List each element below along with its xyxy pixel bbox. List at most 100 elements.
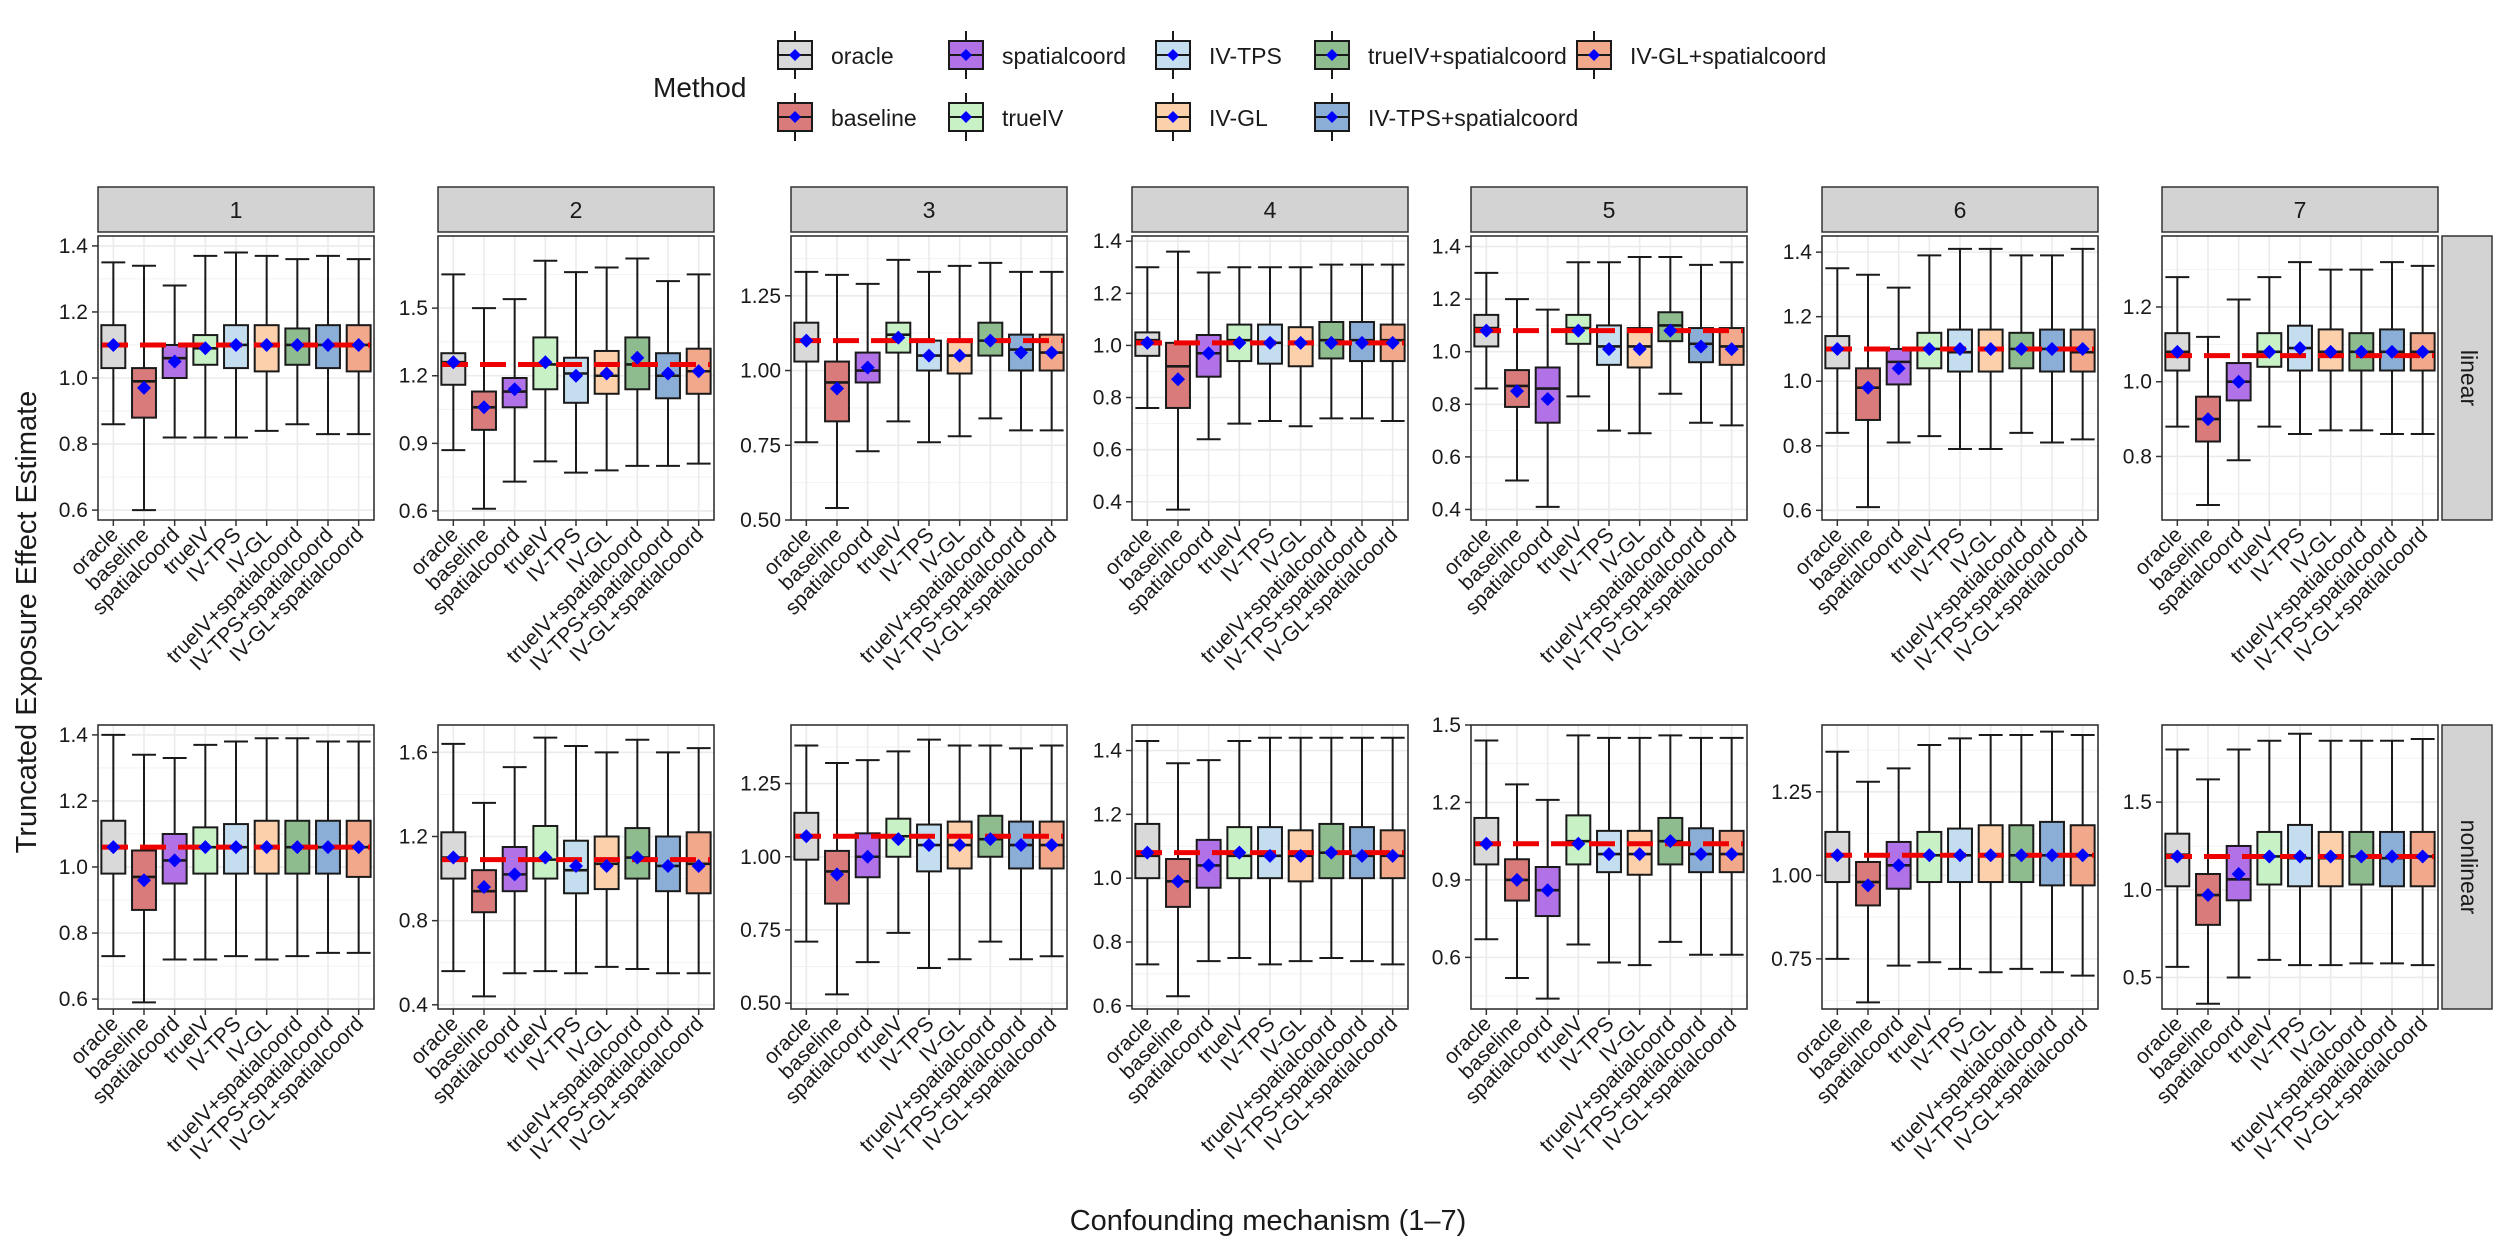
mean-marker-iv-tps [2293, 341, 2307, 356]
y-tick-label: 1.5 [399, 297, 428, 320]
y-axis-title: Truncated Exposure Effect Estimate [11, 391, 43, 854]
y-tick-label: 0.4 [1093, 491, 1123, 514]
legend-label: IV-TPS [1209, 43, 1282, 69]
mean-marker-iv-gl [259, 337, 274, 352]
mean-marker-oracle [1830, 341, 1845, 356]
mean-marker-iv-tps [1263, 335, 1277, 350]
mean-marker-baseline [1171, 372, 1185, 387]
mean-marker-oracle [446, 850, 461, 865]
mean-marker-baseline [477, 400, 491, 415]
column-strip-label: 2 [570, 197, 583, 223]
mean-marker-oracle [799, 829, 814, 844]
row-strip-background [2441, 235, 2493, 521]
mean-marker-spatialcoord [2231, 374, 2246, 389]
mean-marker-baseline [137, 873, 151, 888]
y-tick-label: 0.8 [59, 922, 88, 945]
mean-marker-baseline [1861, 878, 1875, 893]
column-strip-background [2161, 186, 2439, 233]
panel-nonlinear-3: 0.500.751.001.25oraclebaselinespatialcoo… [740, 724, 1068, 1164]
box-trueiv-plus-spatialcoord [1657, 734, 1684, 943]
mean-marker-iv-tps-plus-spatialcoord [1694, 339, 1708, 354]
mean-marker-iv-tps-plus-spatialcoord [1355, 335, 1369, 350]
mean-marker-trueiv [198, 840, 213, 855]
mean-marker-trueiv [1922, 848, 1937, 863]
y-tick-label: 1.2 [2123, 296, 2152, 319]
y-tick-label: 0.75 [740, 434, 781, 457]
mean-marker-iv-tps [922, 348, 936, 363]
mean-marker-trueiv-plus-spatialcoord [290, 337, 305, 352]
mean-marker-trueiv [1571, 323, 1586, 338]
mean-marker-trueiv-plus-spatialcoord [1663, 834, 1678, 849]
y-tick-label: 0.6 [59, 988, 88, 1011]
column-strip-2: 2 [437, 186, 715, 233]
column-strip-background [1131, 186, 1409, 233]
mean-marker-iv-gl-plus-spatialcoord [691, 364, 706, 379]
legend-key-mean-marker [789, 111, 801, 123]
y-tick-label: 0.8 [1783, 435, 1812, 458]
y-tick-label: 1.2 [1432, 791, 1461, 814]
column-strip-background [1470, 186, 1748, 233]
box-spatialcoord [161, 284, 188, 439]
mean-marker-iv-tps [1953, 848, 1967, 863]
mean-marker-iv-gl-plus-spatialcoord [1385, 335, 1400, 350]
box-spatialcoord [854, 282, 881, 453]
mean-marker-iv-gl [952, 348, 967, 363]
mean-marker-oracle [2170, 344, 2185, 359]
y-tick-label: 0.6 [399, 500, 428, 523]
legend-key-mean-marker [789, 49, 801, 61]
column-strip-label: 5 [1603, 197, 1616, 223]
y-tick-label: 1.2 [59, 301, 88, 324]
y-tick-label: 1.25 [1771, 781, 1812, 804]
mean-marker-baseline [1861, 380, 1875, 395]
mean-marker-spatialcoord [860, 360, 875, 375]
mean-marker-baseline [830, 867, 844, 882]
mean-marker-iv-tps [1263, 848, 1277, 863]
mean-marker-baseline [2201, 412, 2215, 427]
mean-marker-trueiv-plus-spatialcoord [2014, 341, 2029, 356]
legend-item-iv-tps-plus-spatialcoord: IV-TPS+spatialcoord [1314, 93, 1578, 141]
mean-marker-iv-tps-plus-spatialcoord [2385, 344, 2399, 359]
x-axis-title: Confounding mechanism (1–7) [1070, 1205, 1467, 1237]
mean-marker-iv-gl [1983, 341, 1998, 356]
mean-marker-iv-gl-plus-spatialcoord [1385, 848, 1400, 863]
y-tick-label: 0.6 [59, 499, 88, 522]
column-strip-background [437, 186, 715, 233]
panel-linear-3: 0.500.751.001.25oraclebaselinespatialcoo… [740, 235, 1068, 675]
y-tick-label: 1.0 [1093, 334, 1122, 357]
column-strip-7: 7 [2161, 186, 2439, 233]
column-strip-3: 3 [790, 186, 1068, 233]
legend-key-mean-marker [1588, 49, 1600, 61]
box-iv-tps [1257, 736, 1283, 966]
mean-marker-iv-gl-plus-spatialcoord [1044, 345, 1059, 360]
y-tick-label: 1.25 [740, 773, 781, 796]
mean-marker-oracle [1140, 335, 1155, 350]
mean-marker-oracle [1830, 848, 1845, 863]
y-tick-label: 0.8 [399, 910, 428, 933]
y-tick-label: 0.9 [399, 432, 428, 455]
mean-marker-trueiv [2262, 344, 2277, 359]
mean-marker-iv-gl [1293, 848, 1308, 863]
mean-marker-trueiv [538, 850, 553, 865]
column-strip-5: 5 [1470, 186, 1748, 233]
y-tick-label: 1.00 [740, 360, 781, 383]
legend-key-mean-marker [1326, 111, 1338, 123]
y-tick-label: 1.5 [2123, 791, 2152, 814]
mean-marker-iv-tps [569, 858, 583, 873]
y-tick-label: 0.8 [1093, 387, 1122, 410]
column-strip-label: 1 [230, 197, 243, 223]
box-spatialcoord [2225, 298, 2252, 462]
mean-marker-iv-gl [1293, 335, 1308, 350]
box-iv-tps-plus-spatialcoord [2039, 254, 2065, 444]
mean-marker-baseline [477, 879, 491, 894]
legend-item-spatialcoord: spatialcoord [948, 31, 1126, 79]
mean-marker-iv-gl [2323, 344, 2338, 359]
mean-marker-oracle [1479, 323, 1494, 338]
y-tick-label: 0.75 [1771, 948, 1812, 971]
legend: Method oracle spatialcoord IV-TPS trueIV+sp… [653, 31, 1826, 141]
mean-marker-iv-tps-plus-spatialcoord [1694, 847, 1708, 862]
mean-marker-trueiv-plus-spatialcoord [1324, 335, 1339, 350]
column-strip-4: 4 [1131, 186, 1409, 233]
y-tick-label: 0.8 [2123, 445, 2152, 468]
legend-key-mean-marker [1326, 49, 1338, 61]
legend-label: spatialcoord [1002, 43, 1126, 69]
